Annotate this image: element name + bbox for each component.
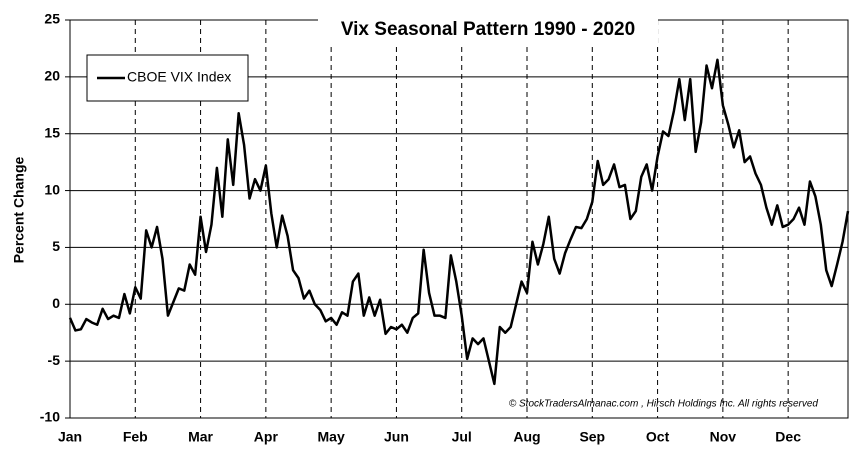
x-tick-label: Jul — [452, 429, 472, 445]
chart-title: Vix Seasonal Pattern 1990 - 2020 — [341, 19, 635, 40]
y-tick-label: 10 — [44, 181, 60, 197]
series-line — [68, 58, 850, 386]
y-tick-label: -5 — [48, 352, 61, 368]
y-tick-label: 25 — [44, 11, 60, 27]
y-axis-label: Percent Change — [11, 156, 27, 263]
y-tick-label: 15 — [44, 124, 60, 140]
x-tick-label: Apr — [254, 429, 279, 445]
legend-label: CBOE VIX Index — [127, 69, 231, 85]
x-tick-label: Feb — [123, 429, 148, 445]
x-tick-label: May — [318, 429, 345, 445]
x-tick-label: Nov — [710, 429, 737, 445]
x-tick-label: Sep — [579, 429, 605, 445]
y-tick-label: 5 — [52, 238, 60, 254]
x-tick-label: Jun — [384, 429, 409, 445]
title-box — [318, 17, 658, 43]
y-tick-label: 20 — [44, 68, 60, 84]
x-tick-label: Mar — [188, 429, 213, 445]
y-tick-label: 0 — [52, 295, 60, 311]
x-tick-label: Dec — [775, 429, 801, 445]
annotation: © StockTradersAlmanac.com , Hirsch Holdi… — [509, 399, 819, 410]
y-tick-label: -10 — [40, 409, 60, 425]
x-tick-label: Jan — [58, 429, 82, 445]
x-tick-label: Oct — [646, 429, 670, 445]
x-tick-label: Aug — [513, 429, 540, 445]
